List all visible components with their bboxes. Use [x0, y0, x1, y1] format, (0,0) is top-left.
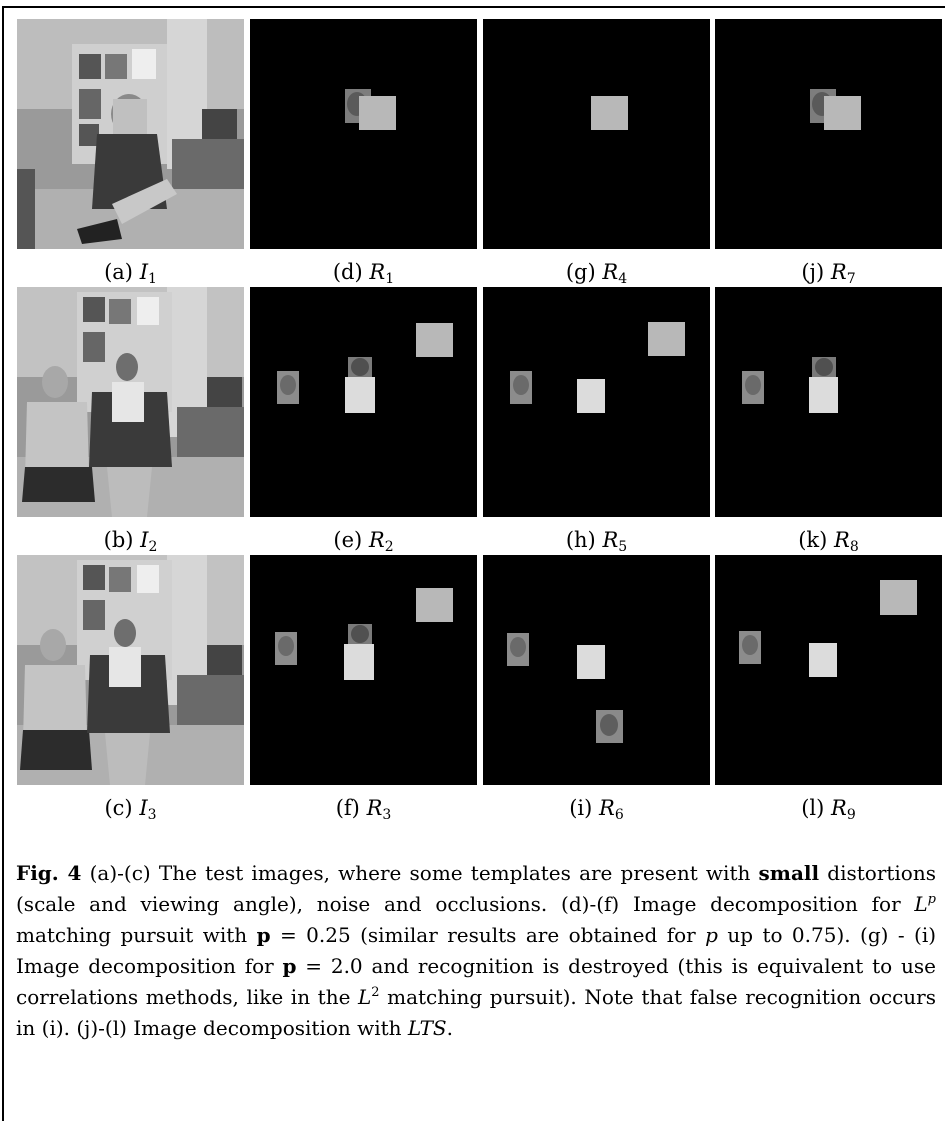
figure-label: Fig. 4: [16, 861, 82, 885]
test-image-2: [17, 287, 244, 517]
caption-e: (e) R2: [333, 528, 394, 555]
caption-d: (d) R1: [332, 260, 395, 287]
result-image-r8: [715, 287, 942, 517]
result-image-r3: [250, 555, 477, 785]
caption-j: (j) R7: [801, 260, 856, 287]
result-image-r1: [250, 19, 477, 249]
caption-b: (b) I2: [103, 528, 158, 555]
test-image-3: [17, 555, 244, 785]
caption-a: (a) I1: [104, 260, 157, 287]
top-rule: [2, 6, 945, 8]
figure-caption: Fig. 4 (a)-(c) The test images, where so…: [16, 861, 937, 1040]
caption-c: (c) I3: [104, 796, 157, 823]
result-image-r5: [483, 287, 710, 517]
result-image-r2: [250, 287, 477, 517]
caption-f: (f) R3: [335, 796, 392, 823]
test-image-1: [17, 19, 244, 249]
caption-l: (l) R9: [801, 796, 856, 823]
caption-h: (h) R5: [565, 528, 628, 555]
result-image-r4: [483, 19, 710, 249]
caption-i: (i) R6: [569, 796, 624, 823]
result-image-r9: [715, 555, 942, 785]
result-image-r6: [483, 555, 710, 785]
caption-k: (k) R8: [798, 528, 859, 555]
left-rule: [2, 6, 4, 1121]
result-image-r7: [715, 19, 942, 249]
caption-g: (g) R4: [565, 260, 628, 287]
